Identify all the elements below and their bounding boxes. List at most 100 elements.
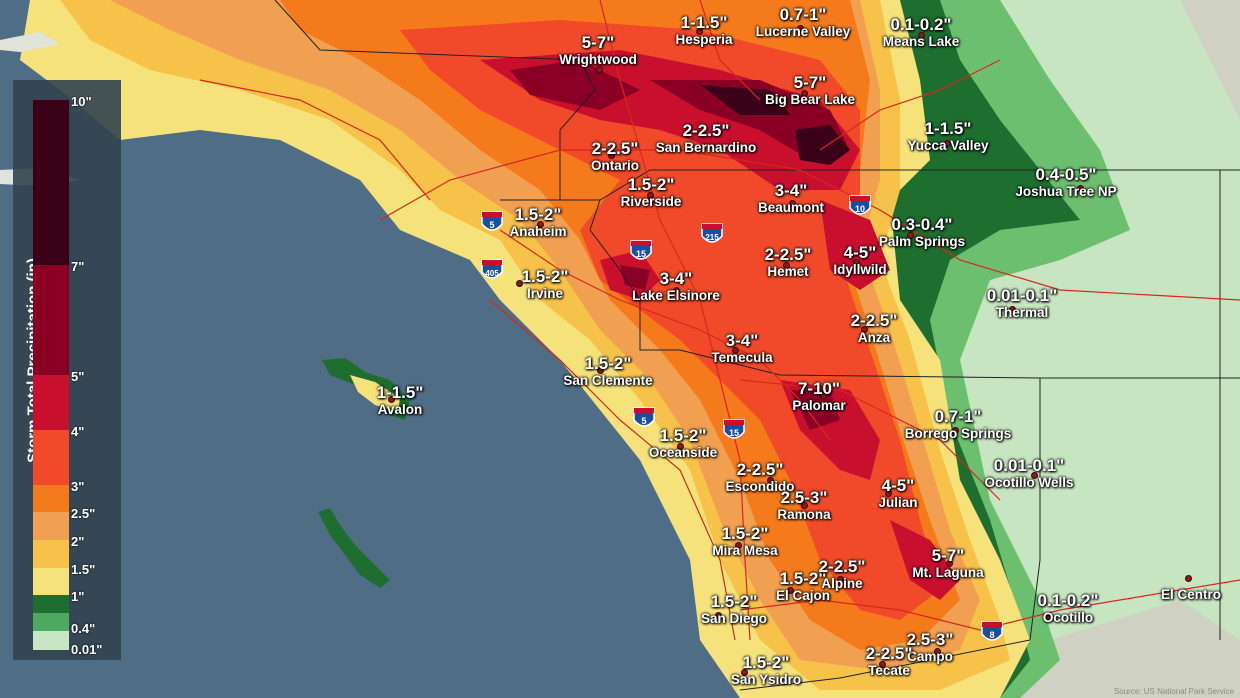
location-dot bbox=[597, 367, 604, 374]
legend-swatch bbox=[33, 100, 69, 265]
location-dot bbox=[647, 192, 654, 199]
location-dot bbox=[388, 396, 395, 403]
location-dot bbox=[696, 28, 703, 35]
city-name: Julian bbox=[878, 495, 918, 510]
location-dot bbox=[1031, 472, 1038, 479]
legend-swatch bbox=[33, 485, 69, 512]
location-dot bbox=[537, 221, 544, 228]
location-dot bbox=[741, 669, 748, 676]
precip-amount: 1.5-2" bbox=[779, 569, 827, 588]
city-name: Ocotillo Wells bbox=[984, 475, 1074, 490]
city-name: Irvine bbox=[526, 286, 564, 301]
legend-tick: 1.5" bbox=[71, 562, 96, 577]
location-label: 1.5-2" Anaheim bbox=[509, 206, 566, 239]
city-name: Ocotillo bbox=[1042, 610, 1094, 625]
location-label: 1-1.5" Hesperia bbox=[675, 14, 732, 47]
city-name: Beaumont bbox=[757, 200, 825, 215]
legend-tick: 0.01" bbox=[71, 642, 103, 657]
precip-amount: 1.5-2" bbox=[710, 592, 758, 611]
legend-colorbar bbox=[33, 100, 69, 650]
legend-swatch bbox=[33, 613, 69, 631]
location-dot bbox=[697, 145, 704, 152]
location-label: 0.01-0.1" Ocotillo Wells bbox=[984, 457, 1073, 490]
location-label: 0.3-0.4" Palm Springs bbox=[879, 216, 965, 249]
precip-amount: 5-7" bbox=[793, 73, 827, 92]
city-name: El Centro bbox=[1160, 587, 1222, 602]
location-label: 0.7-1" Lucerne Valley bbox=[756, 6, 851, 39]
highway-number: 8 bbox=[989, 630, 994, 640]
legend-swatch bbox=[33, 512, 69, 540]
precip-amount: 0.4-0.5" bbox=[1035, 165, 1097, 184]
location-dot bbox=[879, 661, 886, 668]
location-label: 2-2.5" Escondido bbox=[725, 461, 794, 494]
city-name: Temecula bbox=[711, 350, 773, 365]
location-label: 5-7" Mt. Laguna bbox=[912, 547, 983, 580]
city-name: Means Lake bbox=[882, 34, 960, 49]
precip-amount: 1-1.5" bbox=[376, 383, 424, 402]
city-name: Thermal bbox=[995, 305, 1049, 320]
location-label: 2-2.5" Tecate bbox=[866, 645, 913, 678]
precip-amount: 1.5-2" bbox=[514, 205, 562, 224]
location-dot bbox=[820, 392, 827, 399]
legend-tick: 5" bbox=[71, 369, 85, 384]
precip-amount: 0.1-0.2" bbox=[890, 15, 952, 34]
precip-amount: 1.5-2" bbox=[521, 267, 569, 286]
precip-amount: 0.1-0.2" bbox=[1037, 591, 1099, 610]
location-dot bbox=[797, 25, 804, 32]
city-name: Lake Elsinore bbox=[632, 288, 720, 303]
legend-swatch bbox=[33, 540, 69, 568]
location-dot bbox=[787, 587, 794, 594]
highway-number: 15 bbox=[636, 249, 646, 259]
map-credit: Source: US National Park Service bbox=[1113, 687, 1234, 696]
legend-swatch bbox=[33, 631, 69, 650]
highway-shield-icon: 5 bbox=[632, 406, 656, 430]
precip-amount: 2-2.5" bbox=[818, 557, 866, 576]
highway-number: 15 bbox=[729, 428, 739, 438]
location-label: 2-2.5" Alpine bbox=[819, 558, 866, 591]
highway-number: 5 bbox=[489, 220, 494, 230]
location-label: 0.01-0.1" Thermal bbox=[987, 287, 1057, 320]
precip-amount: 4-5" bbox=[843, 243, 877, 262]
highway-number: 215 bbox=[705, 233, 719, 242]
location-label: 3-4" Lake Elsinore bbox=[632, 270, 720, 303]
precip-amount: 1-1.5" bbox=[680, 13, 728, 32]
precip-amount: 1-1.5" bbox=[924, 119, 972, 138]
precip-amount: 2-2.5" bbox=[591, 139, 639, 158]
legend-tick: 7" bbox=[71, 259, 85, 274]
location-label: 0.7-1" Borrego Springs bbox=[905, 408, 1012, 441]
legend-swatch bbox=[33, 430, 69, 485]
location-label: 0.1-0.2" Means Lake bbox=[883, 16, 960, 49]
location-label: 1.5-2" San Clemente bbox=[563, 355, 652, 388]
location-dot bbox=[801, 502, 808, 509]
location-dot bbox=[673, 287, 680, 294]
city-name: Hemet bbox=[767, 264, 809, 279]
legend-swatch bbox=[33, 568, 69, 595]
legend-swatch bbox=[33, 595, 69, 613]
legend-tick: 2.5" bbox=[71, 506, 96, 521]
legend-tick: 10" bbox=[71, 94, 92, 109]
location-dot bbox=[677, 443, 684, 450]
city-name: Hesperia bbox=[675, 32, 733, 47]
precip-amount: 2-2.5" bbox=[865, 644, 913, 663]
location-label: 2.5-3" Ramona bbox=[777, 489, 830, 522]
city-name: Mt. Laguna bbox=[912, 565, 984, 580]
location-label: 5-7" Big Bear Lake bbox=[765, 74, 855, 107]
location-label: 4-5" Julian bbox=[878, 477, 917, 510]
location-label: 1.5-2" Irvine bbox=[522, 268, 569, 301]
precip-amount: 2-2.5" bbox=[850, 311, 898, 330]
legend-tick: 4" bbox=[71, 424, 85, 439]
location-dot bbox=[885, 490, 892, 497]
highway-shield-icon: 8 bbox=[980, 620, 1004, 644]
city-name: Ramona bbox=[777, 507, 831, 522]
location-label: 1-1.5" Avalon bbox=[377, 384, 424, 417]
city-name: Joshua Tree NP bbox=[1015, 184, 1117, 199]
location-dot bbox=[801, 90, 808, 97]
location-dot bbox=[944, 140, 951, 147]
location-dot bbox=[1185, 575, 1192, 582]
location-label: 1.5-2" San Diego bbox=[701, 593, 767, 626]
city-name: Ontario bbox=[590, 158, 640, 173]
location-label: 2-2.5" San Bernardino bbox=[656, 122, 757, 155]
highway-number: 5 bbox=[641, 416, 646, 426]
